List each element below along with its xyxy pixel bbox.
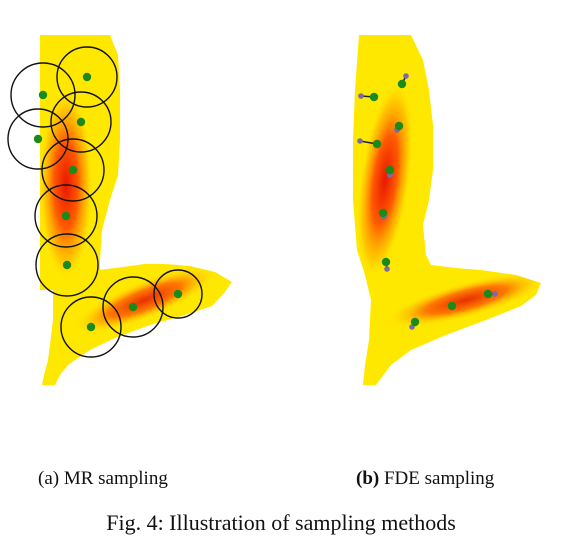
sample-point [76,117,86,127]
sample-point [372,139,382,149]
endpoint-marker [492,291,498,297]
sample-point [82,72,92,82]
sample-radius-circle [41,138,105,202]
sample-radius-circle [102,276,164,338]
subfigure-b-label: (b) [356,468,380,489]
sample-radius-circle [50,91,112,153]
endpoint-marker [358,93,364,99]
subfigure-a-heatmap [7,35,232,385]
sample-point [33,134,43,144]
sample-point [173,289,183,299]
sample-radius-circle [34,184,98,248]
samples-layer-b [357,73,498,330]
sample-point [128,302,138,312]
subfigure-a-caption: (a) MR sampling [38,468,168,490]
subfigure-b-text: FDE sampling [383,468,495,489]
figure-caption: Fig. 4: Illustration of sampling methods [106,510,456,535]
sample-point [38,90,48,100]
sample-point [410,317,420,327]
endpoint-marker [384,266,390,272]
sample-radius-circle [153,269,203,319]
sample-radius-circle [56,46,118,108]
subfigure-b-heatmap [353,35,541,385]
subfigure-a-label: (a) [38,468,60,489]
sample-point [381,257,391,267]
subfigure-b-caption: (b) FDE sampling [356,468,494,490]
samples-layer-a [7,46,203,358]
sample-point [369,92,379,102]
sample-point [62,260,72,270]
sample-radius-circle [60,296,122,358]
sample-point [385,165,395,175]
sample-point [61,211,71,221]
sample-radius-circle [35,233,99,297]
sample-point [447,301,457,311]
sample-point [86,322,96,332]
subfigure-a-text: MR sampling [63,468,168,489]
endpoint-marker [403,73,409,79]
endpoint-marker [357,138,363,144]
sample-point [378,208,388,218]
heatmap-a [40,35,232,385]
sample-point [397,79,407,89]
heatmap-b [353,35,541,385]
sample-radius-circle [10,62,76,128]
sample-point [68,165,78,175]
sample-point [483,289,493,299]
sample-point [394,121,404,131]
